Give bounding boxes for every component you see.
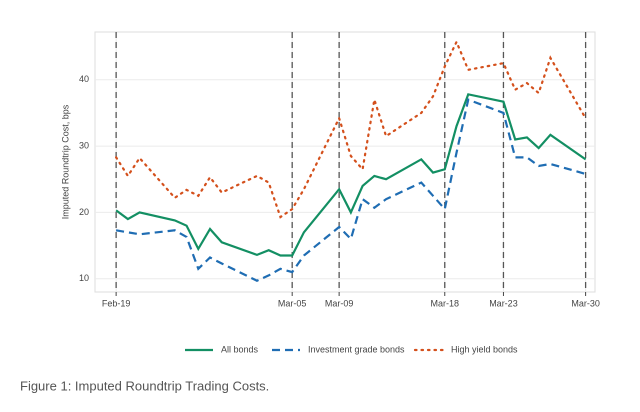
series-line — [115, 93, 587, 257]
series-line — [115, 39, 587, 219]
x-tick-label: Mar-18 — [431, 298, 460, 308]
x-tick-label: Mar-23 — [489, 298, 518, 308]
y-tick-label: 10 — [79, 273, 89, 283]
y-axis-label: Imputed Roundtrip Cost, bps — [60, 104, 70, 219]
series-line — [115, 98, 586, 282]
legend-label: Investment grade bonds — [308, 344, 405, 354]
x-tick-label: Mar-09 — [325, 298, 354, 308]
y-tick-label: 20 — [79, 207, 89, 217]
plot-frame — [94, 31, 596, 293]
legend-label: High yield bonds — [451, 344, 518, 354]
legend-label: All bonds — [221, 344, 259, 354]
caption: Figure 1: Imputed Roundtrip Trading Cost… — [20, 378, 269, 393]
x-tick-label: Mar-30 — [571, 298, 600, 308]
x-tick-label: Feb-19 — [102, 298, 131, 308]
x-tick-label: Mar-05 — [278, 298, 307, 308]
y-tick-label: 30 — [79, 140, 89, 150]
y-tick-label: 40 — [79, 74, 89, 84]
